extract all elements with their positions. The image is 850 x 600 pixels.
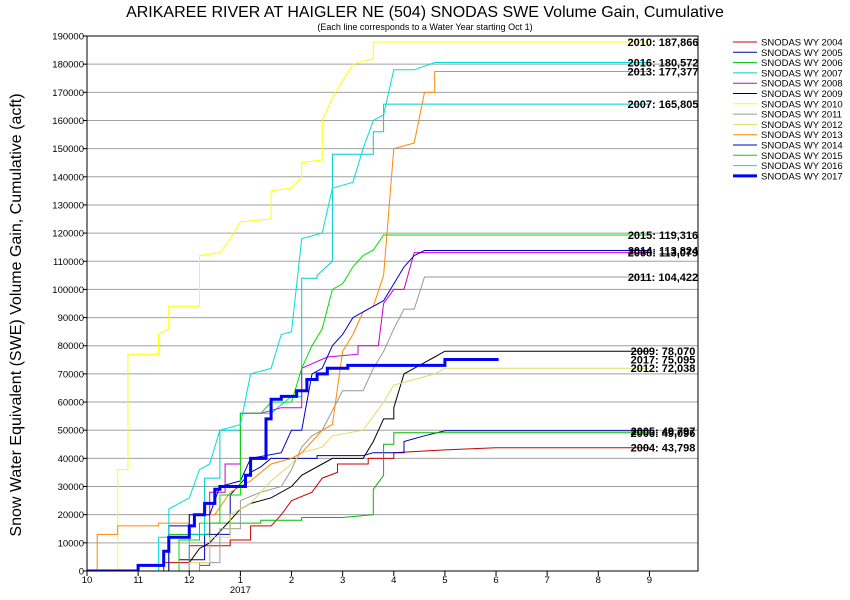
y-tick-label: 120000: [52, 229, 84, 240]
x-tick-label: 3: [340, 575, 345, 586]
legend-entry: SNODAS WY 2004: [761, 38, 843, 49]
series-line: [87, 430, 650, 571]
legend-entry: SNODAS WY 2012: [761, 120, 843, 131]
series-end-label: 2008: 113,079: [628, 248, 698, 260]
x-tick-label: 2: [289, 575, 294, 586]
x-tick-label: 12: [184, 575, 195, 586]
y-tick-label: 150000: [52, 144, 84, 155]
series-end-label: 2017: 75,095: [631, 355, 696, 367]
y-tick-label: 160000: [52, 116, 84, 127]
y-tick-label: 110000: [53, 257, 84, 268]
series-end-label: 2005: 49,797: [631, 426, 696, 438]
series-end-label: 2007: 165,805: [628, 99, 699, 111]
series-end-label: 2013: 177,377: [628, 67, 699, 79]
series-end-label: 2014: 113,824: [628, 245, 699, 257]
y-axis-label: Snow Water Equivalent (SWE) Volume Gain,…: [8, 93, 25, 536]
y-tick-label: 90000: [58, 313, 84, 324]
x-year-label: 2017: [230, 585, 251, 596]
x-tick-label: 9: [647, 575, 652, 586]
y-tick-label: 0: [79, 567, 84, 578]
legend-entry: SNODAS WY 2005: [761, 48, 843, 59]
series-line: [87, 62, 650, 571]
legend-entry: SNODAS WY 2006: [761, 58, 843, 69]
series-lines: [87, 41, 650, 571]
chart-subtitle: (Each line corresponds to a Water Year s…: [317, 22, 532, 32]
legend-entry: SNODAS WY 2017: [761, 171, 843, 182]
legend-entry: SNODAS WY 2008: [761, 79, 843, 90]
x-tick-label: 4: [391, 575, 396, 586]
plot-frame: [86, 35, 699, 572]
legend-entry: SNODAS WY 2010: [761, 99, 843, 110]
y-tick-label: 10000: [58, 538, 84, 549]
y-tick-label: 30000: [58, 482, 84, 493]
series-end-label: 2006: 49,096: [631, 428, 696, 440]
series-end-label: 2016: 180,572: [628, 58, 699, 70]
x-tick-label: 5: [442, 575, 447, 586]
y-tick-label: 40000: [58, 454, 84, 465]
y-tick-label: 100000: [52, 285, 84, 296]
legend-entry: SNODAS WY 2016: [761, 161, 843, 172]
series-line: [87, 276, 650, 571]
legend-entry: SNODAS WY 2007: [761, 68, 843, 79]
series-line: [87, 250, 650, 571]
y-tick-label: 140000: [52, 172, 84, 183]
series-line: [87, 41, 650, 571]
chart-title: ARIKAREE RIVER AT HAIGLER NE (504) SNODA…: [126, 4, 724, 21]
x-tick-label: 8: [596, 575, 601, 586]
x-tick-label: 7: [545, 575, 550, 586]
legend-entry: SNODAS WY 2015: [761, 151, 843, 162]
legend-entry: SNODAS WY 2009: [761, 89, 843, 100]
series-line: [87, 71, 650, 571]
series-line: [87, 367, 650, 571]
series-end-label: 2010: 187,866: [628, 37, 699, 49]
plot-background: [87, 36, 698, 571]
x-tick-label: 10: [82, 575, 93, 586]
y-tick-label: 20000: [58, 510, 84, 521]
x-tick-label: 6: [493, 575, 498, 586]
y-tick-label: 190000: [52, 32, 84, 43]
y-tick-label: 70000: [58, 369, 84, 380]
series-line: [87, 252, 650, 571]
series-end-label: 2009: 78,070: [631, 346, 696, 358]
y-tick-label: 80000: [58, 341, 84, 352]
series-end-label: 2012: 72,038: [631, 363, 696, 375]
series-line: [87, 358, 499, 571]
plot-area: 0 10000 20000 30000 40000 50000 60000 70000 8000…: [52, 32, 699, 597]
y-tick-label: 60000: [58, 398, 84, 409]
series-end-label: 2015: 119,316: [628, 230, 698, 242]
legend-entry: SNODAS WY 2014: [761, 141, 843, 152]
y-tick-label: 170000: [52, 88, 84, 99]
x-tick-label: 11: [133, 575, 143, 586]
legend-entry: SNODAS WY 2013: [761, 130, 843, 141]
series-end-label: 2004: 43,798: [631, 443, 696, 455]
legend-entry: SNODAS WY 2011: [761, 110, 842, 121]
x-tick-label: 1: [238, 575, 243, 586]
y-tick-label: 180000: [52, 60, 84, 71]
y-tick-label: 130000: [52, 200, 84, 211]
series-line: [87, 234, 650, 571]
series-end-label: 2011: 104,422: [628, 272, 698, 284]
y-tick-label: 50000: [58, 426, 84, 437]
